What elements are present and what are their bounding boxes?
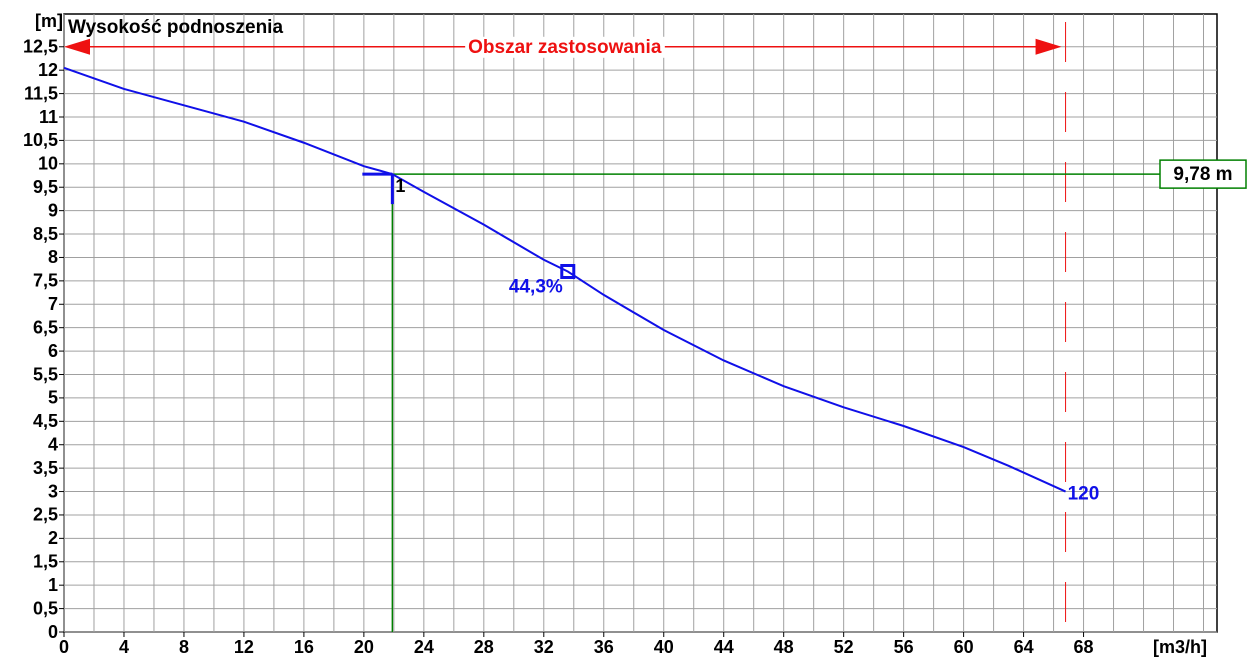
y-tick-label: 5,5 <box>33 364 58 384</box>
x-tick-label: 8 <box>179 637 189 657</box>
y-tick-label: 4,5 <box>33 411 58 431</box>
x-tick-label: 0 <box>59 637 69 657</box>
x-tick-label: 20 <box>354 637 374 657</box>
x-tick-label: 28 <box>474 637 494 657</box>
efficiency-label: 44,3% <box>509 277 563 298</box>
y-tick-label: 11,5 <box>24 83 58 103</box>
x-tick-label: 52 <box>834 637 854 657</box>
y-tick-label: 1,5 <box>33 552 58 572</box>
curve-label: 120 <box>1068 484 1100 505</box>
x-tick-label: 60 <box>954 637 974 657</box>
x-tick-label: 24 <box>414 637 434 657</box>
y-tick-label: 6,5 <box>33 317 58 337</box>
y-tick-label: 8,5 <box>33 224 58 244</box>
x-tick-label: 32 <box>534 637 554 657</box>
x-unit: [m3/h] <box>1153 637 1207 657</box>
x-tick-label: 64 <box>1014 637 1034 657</box>
y-tick-label: 7 <box>48 294 58 314</box>
y-tick-label: 6 <box>48 341 58 361</box>
range-label-bg <box>465 36 665 58</box>
range-label: Obszar zastosowania <box>468 37 662 58</box>
y-tick-label: 2,5 <box>33 505 58 525</box>
range-arrow <box>1035 38 1062 55</box>
x-tick-label: 48 <box>774 637 794 657</box>
y-tick-label: 9,5 <box>33 177 58 197</box>
x-tick-label: 68 <box>1074 637 1094 657</box>
curve <box>63 66 1066 493</box>
y-unit: [m] <box>35 11 63 31</box>
y-tick-label: 9 <box>48 200 58 220</box>
x-tick-label: 40 <box>654 637 674 657</box>
x-tick-label: 44 <box>714 637 734 657</box>
y-tick-label: 0 <box>48 622 58 642</box>
y-tick-label: 12,5 <box>23 37 58 57</box>
y-tick-label: 0,5 <box>33 598 58 618</box>
value-box <box>1159 159 1247 189</box>
operating-label: 1 <box>395 176 405 196</box>
y-tick-label: 11 <box>39 107 58 127</box>
x-tick-label: 4 <box>119 637 129 657</box>
y-tick-label: 4 <box>48 434 58 454</box>
x-tick-label: 56 <box>894 637 914 657</box>
y-tick-label: 8 <box>48 247 58 267</box>
efficiency-marker <box>560 264 576 279</box>
x-tick-label: 36 <box>594 637 614 657</box>
plot-frame <box>63 13 1218 633</box>
y-tick-label: 2 <box>48 528 58 548</box>
value-label: 9,78 m <box>1173 164 1232 185</box>
range-arrow <box>64 38 90 55</box>
y-tick-label: 10 <box>38 154 58 174</box>
y-tick-label: 7,5 <box>33 271 58 291</box>
chart-title: Wysokość podnoszenia <box>68 17 283 38</box>
y-tick-label: 3,5 <box>33 458 58 478</box>
x-tick-label: 16 <box>294 637 314 657</box>
y-tick-label: 10,5 <box>23 130 58 150</box>
y-tick-label: 3 <box>48 481 58 501</box>
y-tick-label: 5 <box>48 388 58 408</box>
x-tick-label: 12 <box>234 637 254 657</box>
y-tick-label: 12 <box>38 60 58 80</box>
y-tick-label: 1 <box>48 575 58 595</box>
